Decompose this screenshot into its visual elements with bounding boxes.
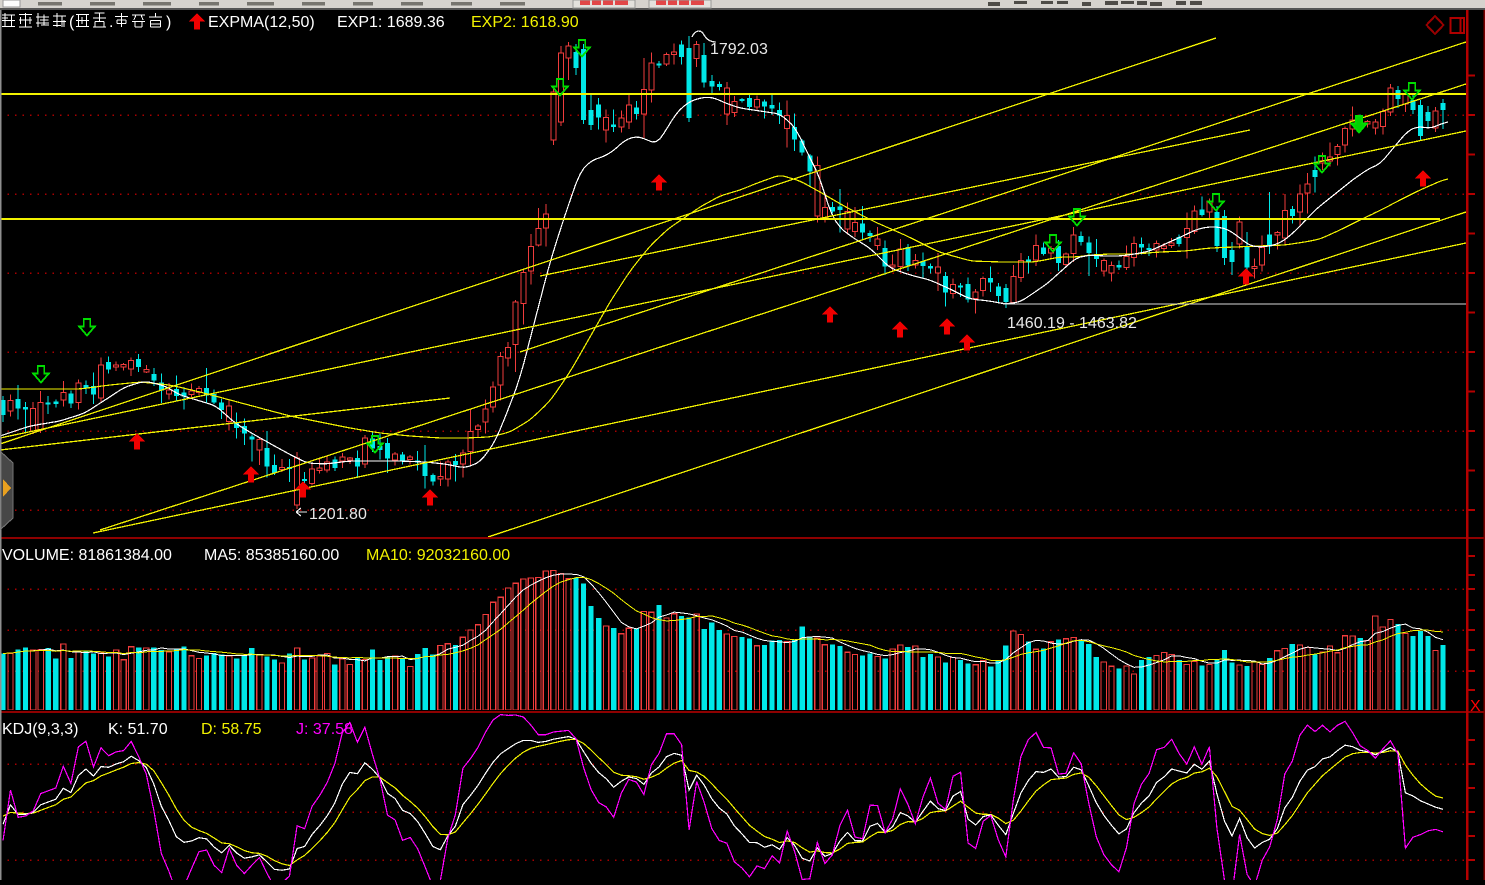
svg-text:MA5: 85385160.00: MA5: 85385160.00 bbox=[204, 547, 339, 564]
svg-text:1792.03: 1792.03 bbox=[710, 41, 768, 58]
svg-text:1460.19 - 1463.82: 1460.19 - 1463.82 bbox=[1007, 315, 1137, 332]
svg-text:J: 37.58: J: 37.58 bbox=[296, 721, 353, 738]
svg-text:D: 58.75: D: 58.75 bbox=[201, 721, 262, 738]
svg-text:EXP1: 1689.36: EXP1: 1689.36 bbox=[337, 14, 445, 31]
svg-text:1201.80: 1201.80 bbox=[309, 506, 367, 523]
svg-text:): ) bbox=[166, 14, 171, 31]
svg-text:K: 51.70: K: 51.70 bbox=[108, 721, 168, 738]
svg-text:EXPMA(12,50): EXPMA(12,50) bbox=[208, 14, 315, 31]
svg-text:MA10: 92032160.00: MA10: 92032160.00 bbox=[366, 547, 510, 564]
svg-text:(: ( bbox=[69, 14, 75, 31]
svg-text:.: . bbox=[109, 14, 113, 31]
svg-text:KDJ(9,3,3): KDJ(9,3,3) bbox=[2, 721, 78, 738]
svg-text:X: X bbox=[1470, 698, 1481, 715]
svg-text:EXP2: 1618.90: EXP2: 1618.90 bbox=[471, 14, 579, 31]
svg-text:VOLUME: 81861384.00: VOLUME: 81861384.00 bbox=[2, 547, 172, 564]
